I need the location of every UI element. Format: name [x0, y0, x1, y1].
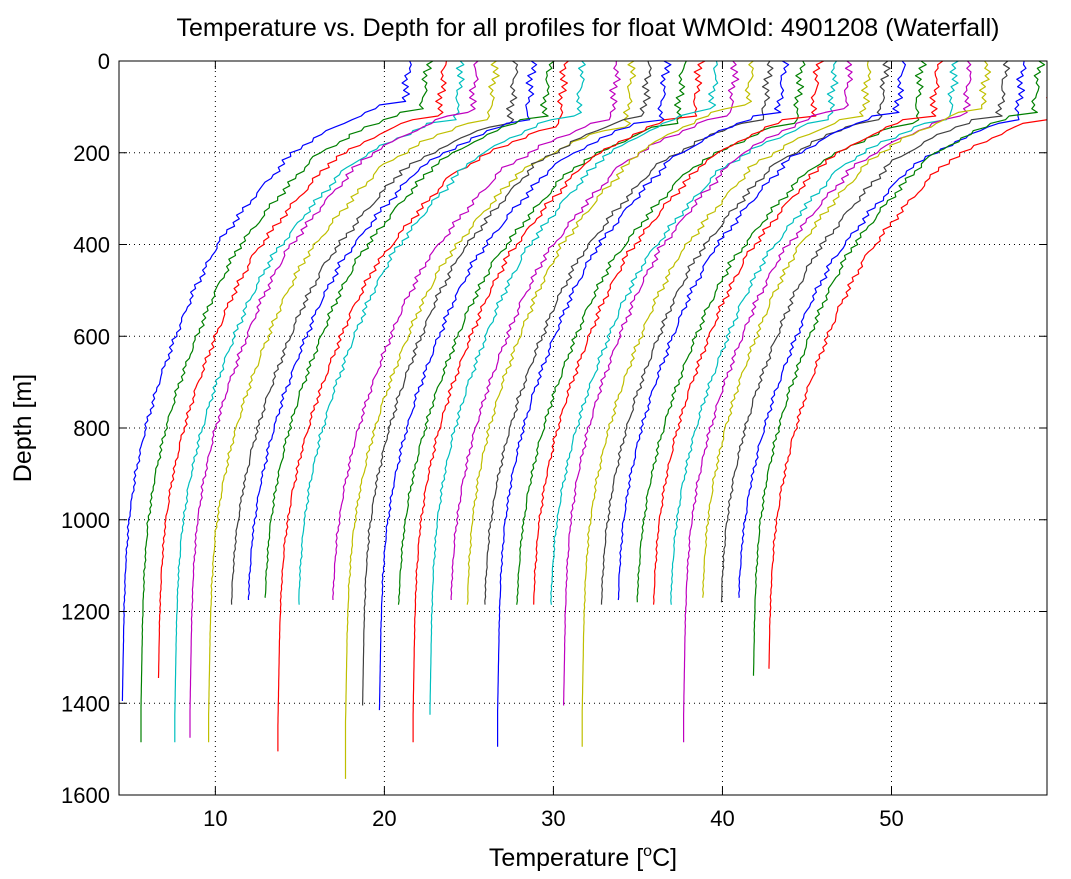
profile-line	[466, 61, 754, 605]
profile-line	[397, 61, 687, 605]
x-axis-label: Temperature [oC]	[489, 843, 677, 872]
profile-line	[332, 61, 621, 601]
profile-line	[581, 61, 872, 747]
x-tick-label: 10	[203, 806, 227, 831]
y-tick-label: 1400	[61, 691, 110, 716]
profile-line	[344, 61, 637, 779]
profile-line	[298, 61, 586, 605]
profile-line	[617, 61, 907, 601]
profile-line	[157, 61, 447, 679]
y-tick-label: 200	[73, 141, 110, 166]
profile-line	[702, 61, 992, 598]
profile-line	[550, 61, 839, 606]
profile-line	[450, 61, 740, 601]
x-tick-label: 40	[710, 806, 734, 831]
profile-line	[682, 61, 972, 743]
profile-line	[247, 61, 538, 601]
profile-line	[652, 61, 944, 605]
profile-line	[121, 61, 412, 701]
profile-line	[533, 61, 825, 605]
y-tick-label: 1600	[61, 783, 110, 808]
x-tick-label: 50	[879, 806, 903, 831]
y-tick-label: 1200	[61, 600, 110, 625]
profile-line	[720, 61, 1011, 603]
profile-line	[670, 61, 959, 606]
profile-line	[378, 61, 672, 711]
profile-lines	[121, 61, 1047, 779]
profile-line	[362, 61, 652, 706]
profile-line	[484, 61, 774, 605]
y-axis-label: Depth [m]	[9, 374, 37, 482]
y-tick-label: 800	[73, 416, 110, 441]
profile-line	[140, 61, 434, 743]
profile-line	[429, 61, 719, 715]
profile-line	[189, 61, 479, 738]
axis-ticks: 10 20 30 40 50 0 200 400 600 800 1000 1200 1400 1600	[61, 49, 1047, 831]
profile-line	[277, 61, 569, 752]
x-tick-label: 30	[541, 806, 565, 831]
y-tick-label: 600	[73, 324, 110, 349]
x-axis-label-prefix: Temperature [	[489, 844, 643, 872]
profile-line	[600, 61, 891, 605]
x-axis-label-superscript: o	[643, 843, 652, 860]
profile-line	[174, 61, 465, 743]
profile-line	[562, 61, 854, 706]
chart-title: Temperature vs. Depth for all profiles f…	[176, 14, 999, 42]
x-tick-label: 20	[372, 806, 396, 831]
profile-line	[264, 61, 555, 598]
profile-line	[516, 61, 806, 606]
profile-line	[230, 61, 519, 605]
x-axis-label-suffix: C]	[652, 844, 677, 872]
profile-line	[497, 61, 790, 747]
plot-area: 10 20 30 40 50 0 200 400 600 800 1000 1200 1400 1600	[61, 49, 1048, 831]
y-tick-label: 1000	[61, 508, 110, 533]
profile-line	[768, 96, 1047, 669]
profile-line	[752, 61, 1046, 676]
profile-line	[412, 61, 706, 743]
y-tick-label: 400	[73, 233, 110, 258]
y-tick-label: 0	[98, 49, 110, 74]
profile-line	[208, 61, 500, 743]
